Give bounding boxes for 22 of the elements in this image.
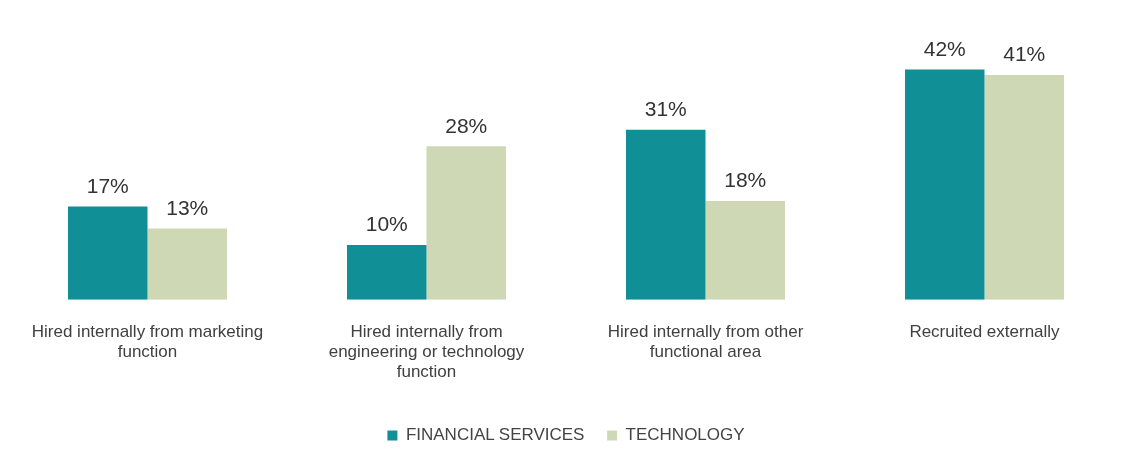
data-label: 31% [644, 97, 687, 121]
bar [705, 201, 786, 300]
x-tick-label: Hired internally from marketing function [31, 321, 264, 362]
bar [426, 146, 507, 300]
bar [984, 74, 1065, 300]
bar [625, 129, 706, 300]
x-tick-label: Hired internally from other functional area [607, 321, 804, 362]
data-label: 18% [724, 168, 767, 192]
data-label: 13% [166, 195, 209, 219]
bar [67, 206, 148, 300]
legend-label: FINANCIAL SERVICES [405, 425, 585, 445]
bar [904, 69, 985, 300]
data-label: 10% [365, 212, 408, 236]
x-tick-label: Hired internally from engineering or technology function [328, 321, 525, 382]
data-label: 41% [1003, 42, 1046, 66]
data-label: 42% [923, 36, 966, 60]
bar [346, 244, 427, 300]
data-label: 17% [86, 173, 129, 197]
bar [147, 228, 228, 300]
x-tick-label: Recruited externally [909, 321, 1061, 341]
legend-label: TECHNOLOGY [625, 425, 745, 445]
data-label: 28% [445, 113, 488, 137]
